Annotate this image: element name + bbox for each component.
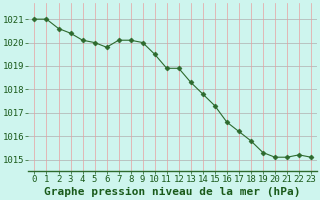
X-axis label: Graphe pression niveau de la mer (hPa): Graphe pression niveau de la mer (hPa) [44, 187, 301, 197]
